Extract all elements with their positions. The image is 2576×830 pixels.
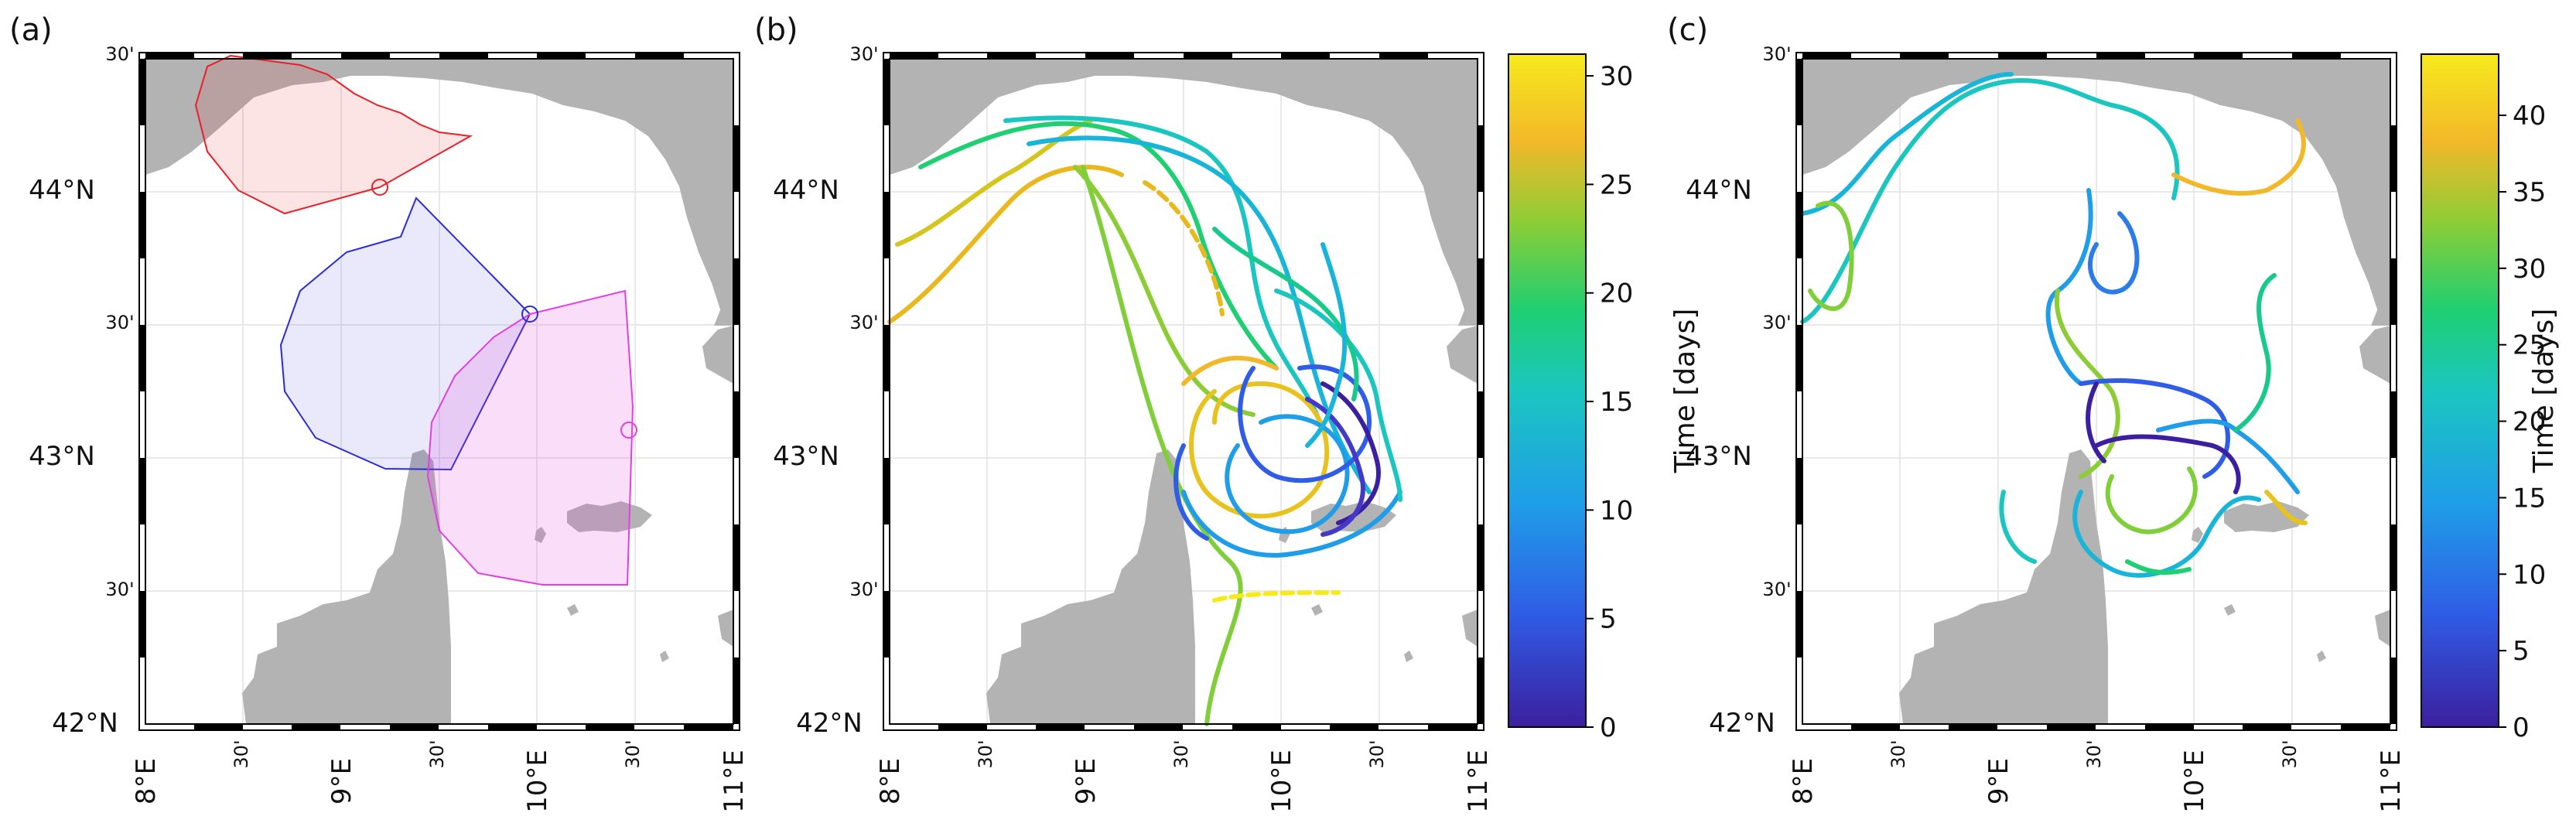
- lon-tick: 9°E: [326, 758, 357, 804]
- panel-label: (a): [9, 12, 53, 48]
- lon-tick: 8°E: [1788, 758, 1819, 804]
- release-point-magenta: [620, 422, 637, 439]
- lat-minor-tick: 30': [849, 579, 878, 600]
- colorbar-tick-label: 20: [2513, 407, 2546, 438]
- lon-tick: 11°E: [2376, 750, 2407, 813]
- panel-c: (c): [1667, 12, 2560, 813]
- release-point-red: [371, 179, 388, 196]
- colorbar-tick-label: 10: [1600, 495, 1633, 526]
- lon-tick: 8°E: [131, 758, 162, 804]
- lon-minor-tick: 30': [1366, 739, 1388, 768]
- colorbar-tick-label: 5: [1600, 604, 1617, 635]
- lon-tick: 10°E: [1266, 750, 1297, 813]
- lat-tick: 44°N: [773, 175, 839, 206]
- drifter-trajectories: [887, 115, 1402, 726]
- drifter-trajectories: [1800, 72, 2308, 578]
- lat-minor-tick: 30': [105, 312, 134, 333]
- lon-tick: 9°E: [1071, 758, 1102, 804]
- lat-tick: 42°N: [52, 708, 118, 739]
- lon-minor-tick: 30': [2083, 739, 2105, 768]
- panel-a-map: [138, 52, 740, 731]
- colorbar-tick-label: 25: [2513, 330, 2546, 361]
- lon-minor-tick: 30': [975, 739, 996, 768]
- lat-minor-tick: 30': [849, 312, 878, 333]
- lat-tick: 43°N: [1686, 441, 1752, 472]
- colorbar-tick-label: 0: [1600, 712, 1617, 743]
- lat-minor-tick: 30': [105, 43, 134, 65]
- lon-tick: 11°E: [1463, 750, 1494, 813]
- lat-tick: 42°N: [796, 708, 863, 739]
- panel-label: (c): [1667, 12, 1708, 48]
- sector-magenta: [426, 289, 634, 586]
- colorbar-tick-label: 5: [2513, 636, 2530, 667]
- colorbar-tick-label: 25: [1600, 169, 1633, 200]
- colorbar-c: 0 5 10 15 20 25 30 35 40 Time [days]: [2421, 53, 2560, 743]
- colorbar-tick-label: 0: [2513, 712, 2530, 743]
- lat-tick: 44°N: [29, 175, 95, 206]
- colorbar-tick-label: 30: [2513, 254, 2546, 285]
- lon-minor-tick: 30': [2279, 739, 2301, 768]
- lon-minor-tick: 30': [231, 739, 252, 768]
- sector-blue: [279, 196, 531, 471]
- lon-minor-tick: 30': [622, 739, 644, 768]
- lat-minor-tick: 30': [849, 43, 878, 65]
- colorbar-tick-label: 10: [2513, 559, 2546, 590]
- lat-tick: 43°N: [29, 441, 95, 472]
- colorbar-tick-label: 20: [1600, 278, 1633, 309]
- lon-minor-tick: 30': [1170, 739, 1192, 768]
- lon-tick: 10°E: [2179, 750, 2210, 813]
- lat-tick: 42°N: [1709, 708, 1775, 739]
- panel-b-map: [883, 52, 1484, 731]
- panel-label: (b): [754, 12, 798, 48]
- lat-tick: 43°N: [773, 441, 839, 472]
- sector-red: [194, 54, 473, 215]
- panel-b: (b): [754, 12, 1701, 813]
- lat-minor-tick: 30': [1762, 43, 1791, 65]
- panel-a: (a) 44°N 43°N 42°N 30' 30' 30' 8°E 9°E 1…: [9, 12, 750, 813]
- lat-minor-tick: 30': [1762, 579, 1791, 600]
- lat-minor-tick: 30': [1762, 312, 1791, 333]
- colorbar-tick-label: 40: [2513, 101, 2546, 132]
- lon-minor-tick: 30': [426, 739, 448, 768]
- lat-minor-tick: 30': [105, 579, 134, 600]
- lon-tick: 10°E: [522, 750, 553, 813]
- colorbar-tick-label: 30: [1600, 61, 1633, 92]
- colorbar-label: Time [days]: [2528, 309, 2560, 474]
- colorbar-tick-label: 15: [1600, 387, 1633, 418]
- release-point-blue: [521, 306, 538, 323]
- lon-tick: 9°E: [1983, 758, 2014, 804]
- colorbar-b: 0 5 10 15 20 25 30 Time [days]: [1508, 53, 1701, 743]
- lon-tick: 8°E: [875, 758, 906, 804]
- panel-c-map: [1795, 52, 2397, 731]
- lon-minor-tick: 30': [1888, 739, 1909, 768]
- colorbar-tick-label: 15: [2513, 483, 2546, 514]
- lon-tick: 11°E: [719, 750, 750, 813]
- colorbar-label: Time [days]: [1669, 309, 1701, 474]
- lat-tick: 44°N: [1686, 175, 1752, 206]
- colorbar-tick-label: 35: [2513, 177, 2546, 208]
